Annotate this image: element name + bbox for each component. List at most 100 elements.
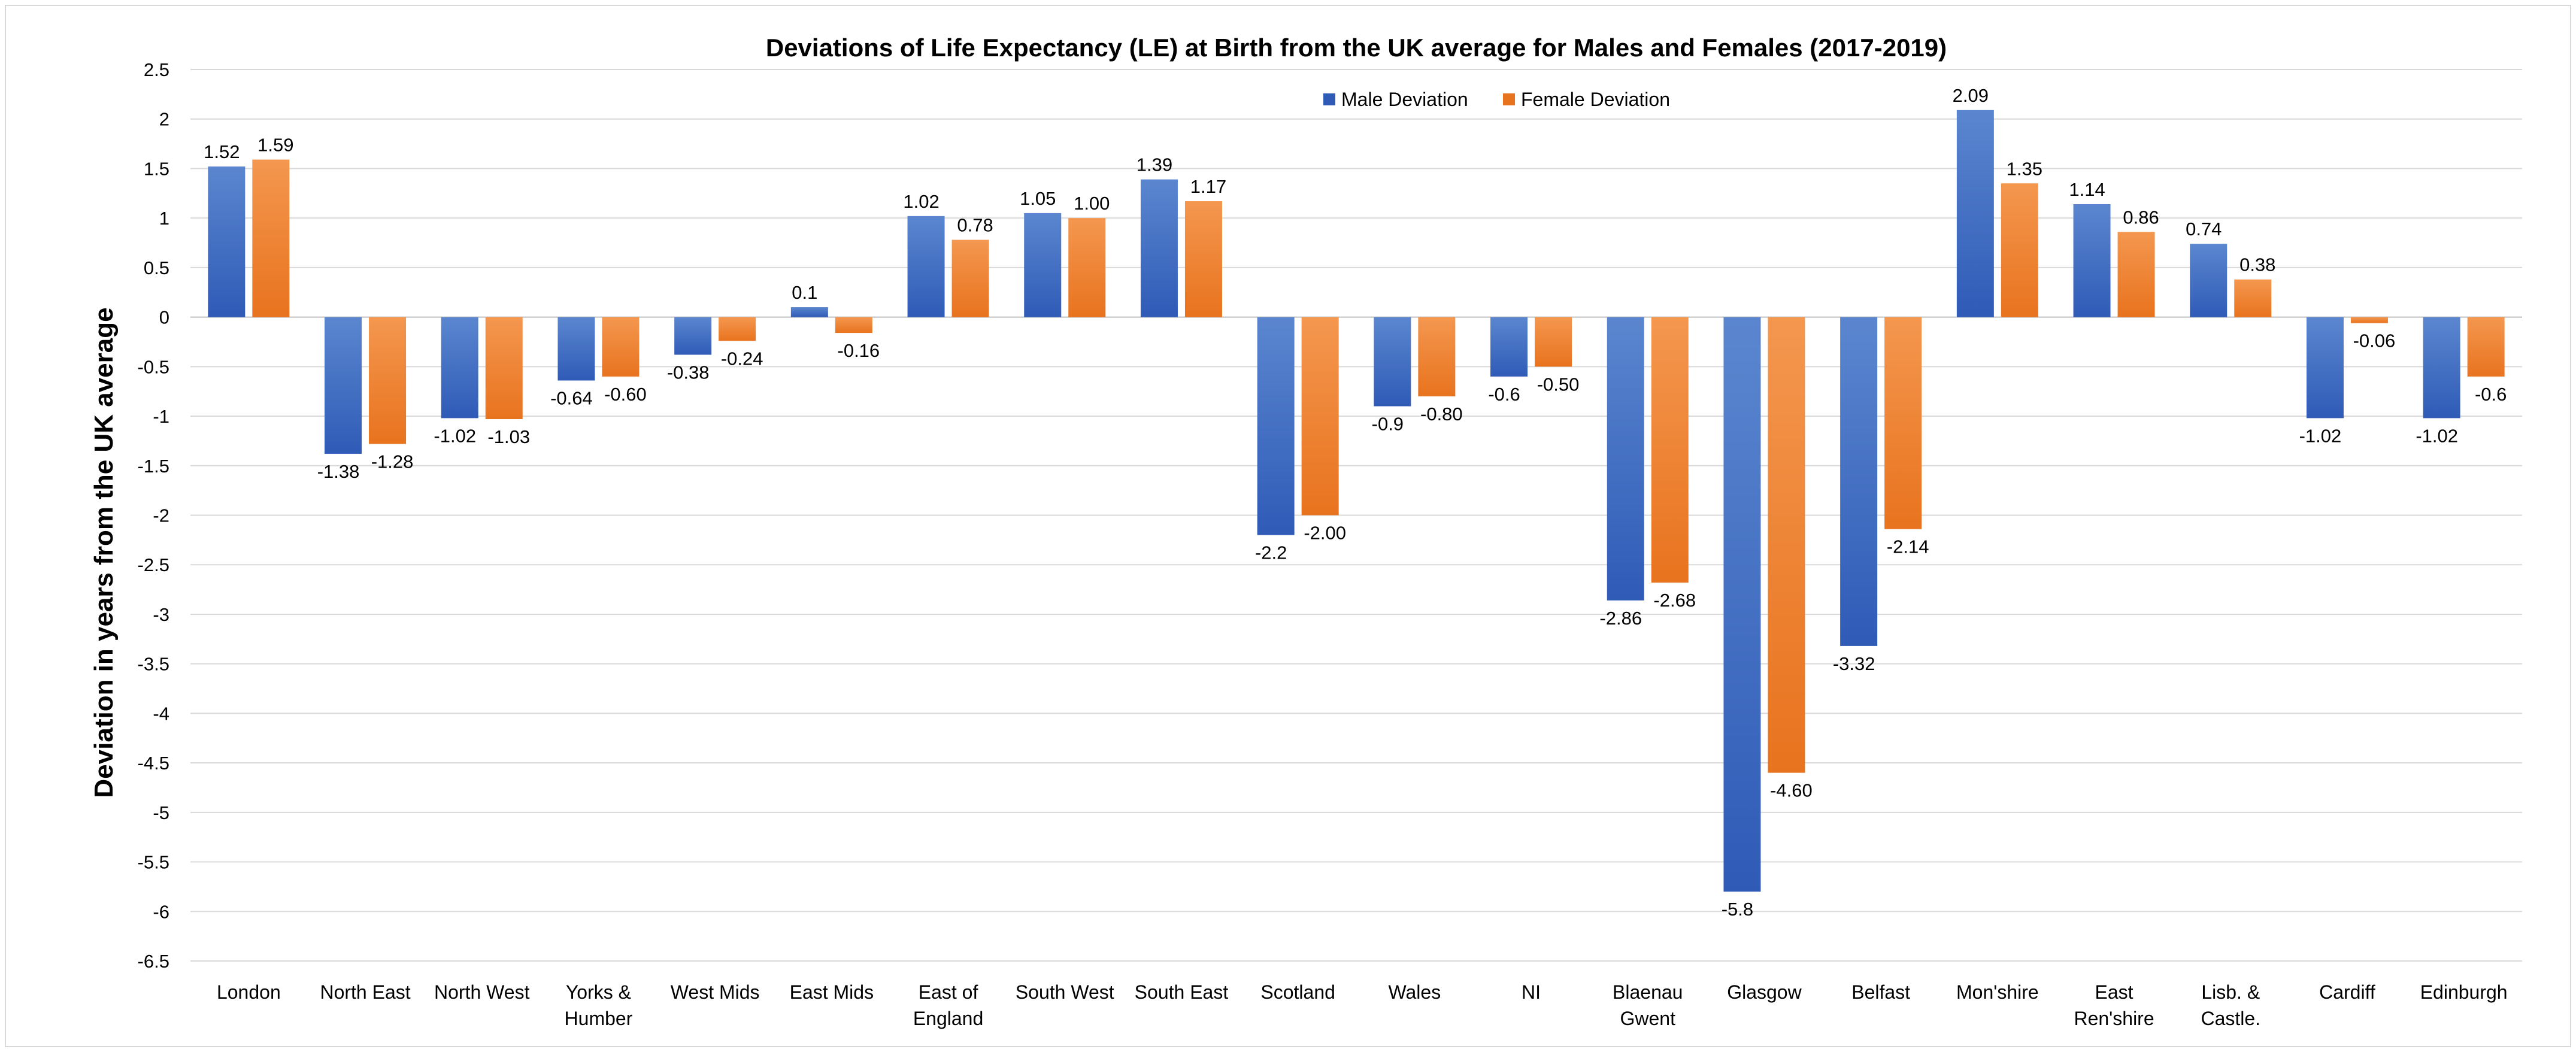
female-data-label: -0.50 [1537,374,1580,395]
female-bar [1184,201,1222,317]
male-bar [1840,317,1878,646]
female-bar [2001,183,2038,317]
male-bar [1140,179,1178,317]
male-bar [674,317,712,355]
y-tick-label: 0.5 [144,257,169,278]
y-tick-label: -6 [153,901,169,922]
male-bar [907,216,945,317]
female-data-label: -2.00 [1304,523,1346,544]
male-data-label: -3.32 [1833,653,1875,674]
male-data-label: -2.2 [1255,542,1287,563]
male-bar [1723,317,1761,892]
male-data-label: 0.1 [792,282,817,303]
male-data-label: -1.02 [2416,425,2458,446]
category-label: East Ren'shire [2074,981,2154,1029]
y-tick-label: -2 [153,505,169,526]
category-label: Edinburgh [2420,981,2508,1003]
female-bar [2234,279,2272,317]
y-tick-label: -2.5 [138,554,169,575]
female-bar [485,317,523,420]
male-data-label: -1.38 [317,461,360,482]
male-bar [1257,317,1295,535]
y-tick-label: -3 [153,604,169,625]
male-data-label: 1.14 [2069,179,2105,200]
male-bar [2306,317,2344,419]
category-label: NI [1522,981,1541,1003]
female-bar [835,317,872,334]
y-tick-label: 1.5 [144,158,169,179]
male-bar [2190,244,2228,317]
y-tick-label: -6.5 [138,951,169,972]
male-legend-label: Male Deviation [1341,89,1468,110]
male-bar [790,307,828,317]
female-bar [1884,317,1922,529]
category-label: East of England [913,981,983,1029]
female-bar [1535,317,1572,367]
chart-title: Deviations of Life Expectancy (LE) at Bi… [766,34,1947,62]
category-label: Lisb. & Castle. [2201,981,2260,1029]
female-bar [1068,218,1106,317]
male-bar [325,317,362,454]
male-data-label: -1.02 [2299,425,2342,446]
male-data-label: -1.02 [434,425,476,446]
female-data-label: -4.60 [1770,780,1813,801]
y-tick-label: -1 [153,406,169,427]
y-axis-label: Deviation in years from the UK average [89,307,119,798]
male-data-label: 1.02 [903,191,939,212]
female-data-label: 1.59 [257,135,293,156]
gridlines [190,69,2522,962]
male-data-label: -5.8 [1722,899,1753,920]
female-data-label: 0.38 [2239,254,2275,275]
y-tick-label: -4.5 [138,753,169,774]
y-axis-ticks: 2.5 2 1.5 1 0.5 0 -0.5 -1 -1.5 -2 -2.5 -3 -3.5 -4 -4.5… [138,59,169,972]
category-label: South West [1016,981,1114,1003]
female-data-label: -0.24 [721,348,763,369]
x-axis-categories: London North East North West Yorks & Humber W… [217,981,2508,1029]
male-bar [2423,317,2460,419]
female-data-label: -1.03 [487,426,530,447]
male-data-label: 1.52 [204,141,240,162]
female-bar [369,317,407,444]
male-bar [1024,213,1062,317]
category-label: Scotland [1260,981,1335,1003]
female-data-label: -0.80 [1420,404,1463,425]
male-data-label: -0.9 [1372,414,1404,435]
category-label: Mon'shire [1956,981,2039,1003]
male-bar [557,317,595,381]
female-data-label: -2.14 [1887,536,1929,557]
male-data-label: 2.09 [1953,85,1989,106]
category-label: London [217,981,281,1003]
female-bar [1418,317,1456,396]
male-data-label: -0.38 [667,362,710,383]
y-tick-label: -1.5 [138,456,169,477]
female-bar [1651,317,1689,583]
male-legend-swatch [1323,93,1335,105]
category-label: Yorks & Humber [565,981,633,1029]
category-label: East Mids [790,981,874,1003]
male-bar [2073,204,2111,317]
category-label: Cardiff [2319,981,2375,1003]
male-bar [208,166,246,317]
female-data-label: 0.78 [957,215,993,236]
female-data-label: -0.16 [838,340,880,361]
female-legend-label: Female Deviation [1521,89,1670,110]
male-data-label: 1.05 [1020,188,1056,209]
male-data-label: -2.86 [1599,608,1642,629]
y-tick-label: -3.5 [138,654,169,675]
female-bar [2467,317,2505,377]
category-label: Glasgow [1727,981,1802,1003]
category-label: North East [320,981,410,1003]
female-bar [252,159,290,317]
female-data-label: -0.6 [2475,384,2507,405]
female-bar [2117,232,2155,317]
male-data-label: -0.64 [550,387,593,408]
y-tick-label: 2.5 [144,59,169,80]
y-tick-label: -0.5 [138,356,169,377]
y-tick-label: -5 [153,802,169,823]
female-data-label: -1.28 [371,451,414,472]
y-tick-label: -5.5 [138,852,169,873]
y-tick-label: 0 [159,307,169,328]
female-bar [2350,317,2388,323]
female-bar [951,239,989,317]
male-bar [441,317,478,419]
